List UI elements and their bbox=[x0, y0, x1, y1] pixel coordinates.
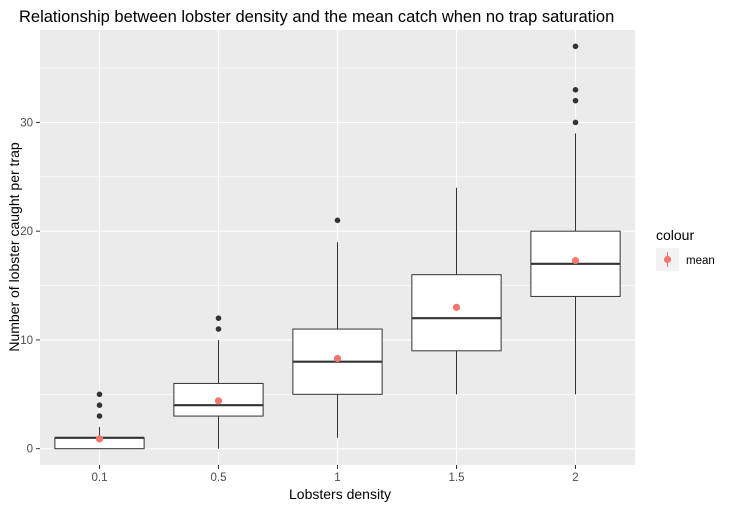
box-group-2 bbox=[530, 43, 621, 395]
mean-point bbox=[333, 354, 342, 363]
box-group-1.5 bbox=[411, 187, 502, 395]
y-axis-title: Number of lobster caught per trap bbox=[6, 142, 22, 352]
axes: 0 10 20 30 0.1 0.5 1 1.5 2 bbox=[20, 117, 579, 484]
y-tick-label: 10 bbox=[20, 335, 33, 347]
outlier-point bbox=[96, 391, 103, 398]
box-iqr bbox=[411, 274, 502, 352]
mean-point bbox=[452, 303, 461, 311]
x-tick-label: 1.5 bbox=[449, 472, 465, 484]
outlier-point bbox=[572, 43, 579, 50]
legend-label-mean: mean bbox=[686, 255, 715, 267]
outlier-point bbox=[96, 402, 103, 408]
x-tick-label: 0.1 bbox=[92, 472, 108, 484]
boxes bbox=[54, 43, 621, 450]
box-group-1 bbox=[292, 217, 383, 438]
mean-point bbox=[95, 435, 104, 443]
box-group-0.5 bbox=[173, 315, 264, 449]
x-tick-label: 0.5 bbox=[211, 472, 227, 484]
outlier-point bbox=[334, 217, 341, 224]
mean-point bbox=[214, 397, 223, 405]
mean-point bbox=[571, 256, 580, 265]
outlier-point bbox=[215, 326, 222, 332]
x-axis-title: Lobsters density bbox=[289, 486, 391, 502]
y-tick-label: 30 bbox=[20, 117, 33, 129]
outlier-point bbox=[572, 97, 579, 104]
x-tick-label: 2 bbox=[572, 472, 578, 484]
legend-title: colour bbox=[656, 227, 694, 243]
chart-title: Relationship between lobster density and… bbox=[19, 8, 614, 26]
y-tick-label: 20 bbox=[20, 226, 33, 238]
outlier-point bbox=[572, 119, 579, 126]
y-tick-label: 0 bbox=[27, 444, 33, 456]
legend-key-point bbox=[663, 255, 672, 264]
outlier-point bbox=[572, 87, 579, 93]
box-group-0.1 bbox=[54, 391, 145, 450]
legend: colour mean bbox=[656, 227, 715, 271]
outlier-point bbox=[215, 315, 222, 321]
outlier-point bbox=[96, 413, 103, 419]
x-tick-label: 1 bbox=[334, 472, 340, 484]
